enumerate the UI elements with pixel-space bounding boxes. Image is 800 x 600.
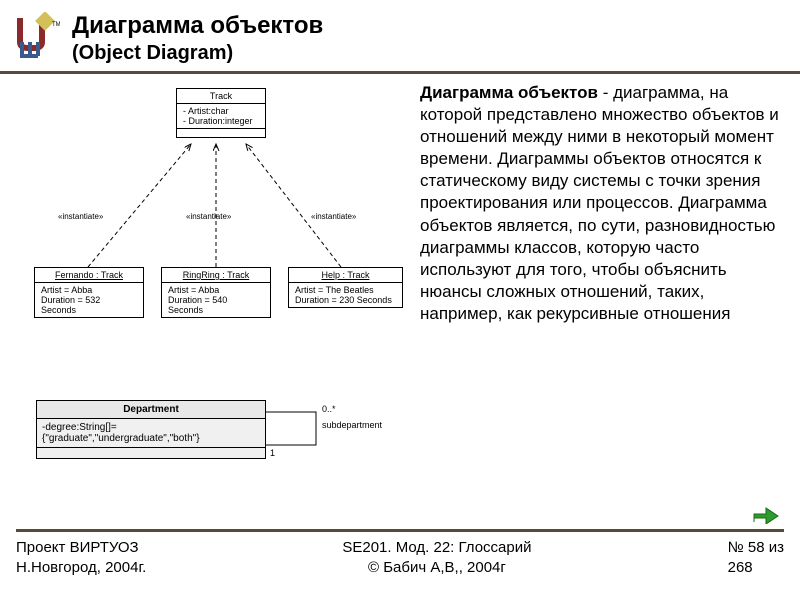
object-diagram: Track - Artist:char - Duration:integer «… bbox=[16, 82, 416, 382]
footer-right: № 58 из 268 bbox=[728, 538, 784, 588]
footer-center: SE201. Мод. 22: Глоссарий © Бабич А,В,, … bbox=[342, 538, 531, 588]
mult-bottom: 1 bbox=[270, 448, 275, 458]
class-track: Track - Artist:char - Duration:integer bbox=[176, 88, 266, 138]
stereotype-1: «instantiate» bbox=[58, 212, 103, 221]
svg-text:TM: TM bbox=[52, 22, 60, 28]
stereotype-3: «instantiate» bbox=[311, 212, 356, 221]
uml-logo: TM bbox=[12, 12, 60, 60]
stereotype-2: «instantiate» bbox=[186, 212, 231, 221]
content: Track - Artist:char - Duration:integer «… bbox=[0, 74, 800, 480]
footer-left: Проект ВИРТУОЗ Н.Новгород, 2004г. bbox=[16, 538, 146, 588]
description: Диаграмма объектов - диаграмма, на котор… bbox=[420, 82, 784, 325]
action-button-icon[interactable] bbox=[752, 502, 780, 524]
department-diagram: Department -degree:String[]={"graduate",… bbox=[36, 390, 396, 480]
class-department: Department -degree:String[]={"graduate",… bbox=[36, 400, 266, 459]
mult-top: 0..* bbox=[322, 404, 336, 414]
object-3: Help : Track Artist = The Beatles Durati… bbox=[288, 267, 403, 308]
object-1: Fernando : Track Artist = Abba Duration … bbox=[34, 267, 144, 318]
object-2: RingRing : Track Artist = Abba Duration … bbox=[161, 267, 271, 318]
page-subtitle: (Object Diagram) bbox=[72, 42, 780, 65]
footer: Проект ВИРТУОЗ Н.Новгород, 2004г. SE201.… bbox=[16, 538, 784, 588]
header: TM Диаграмма объектов (Object Diagram) bbox=[0, 0, 800, 74]
footer-divider bbox=[16, 529, 784, 532]
page-title: Диаграмма объектов bbox=[72, 12, 780, 40]
role-name: subdepartment bbox=[322, 420, 382, 430]
